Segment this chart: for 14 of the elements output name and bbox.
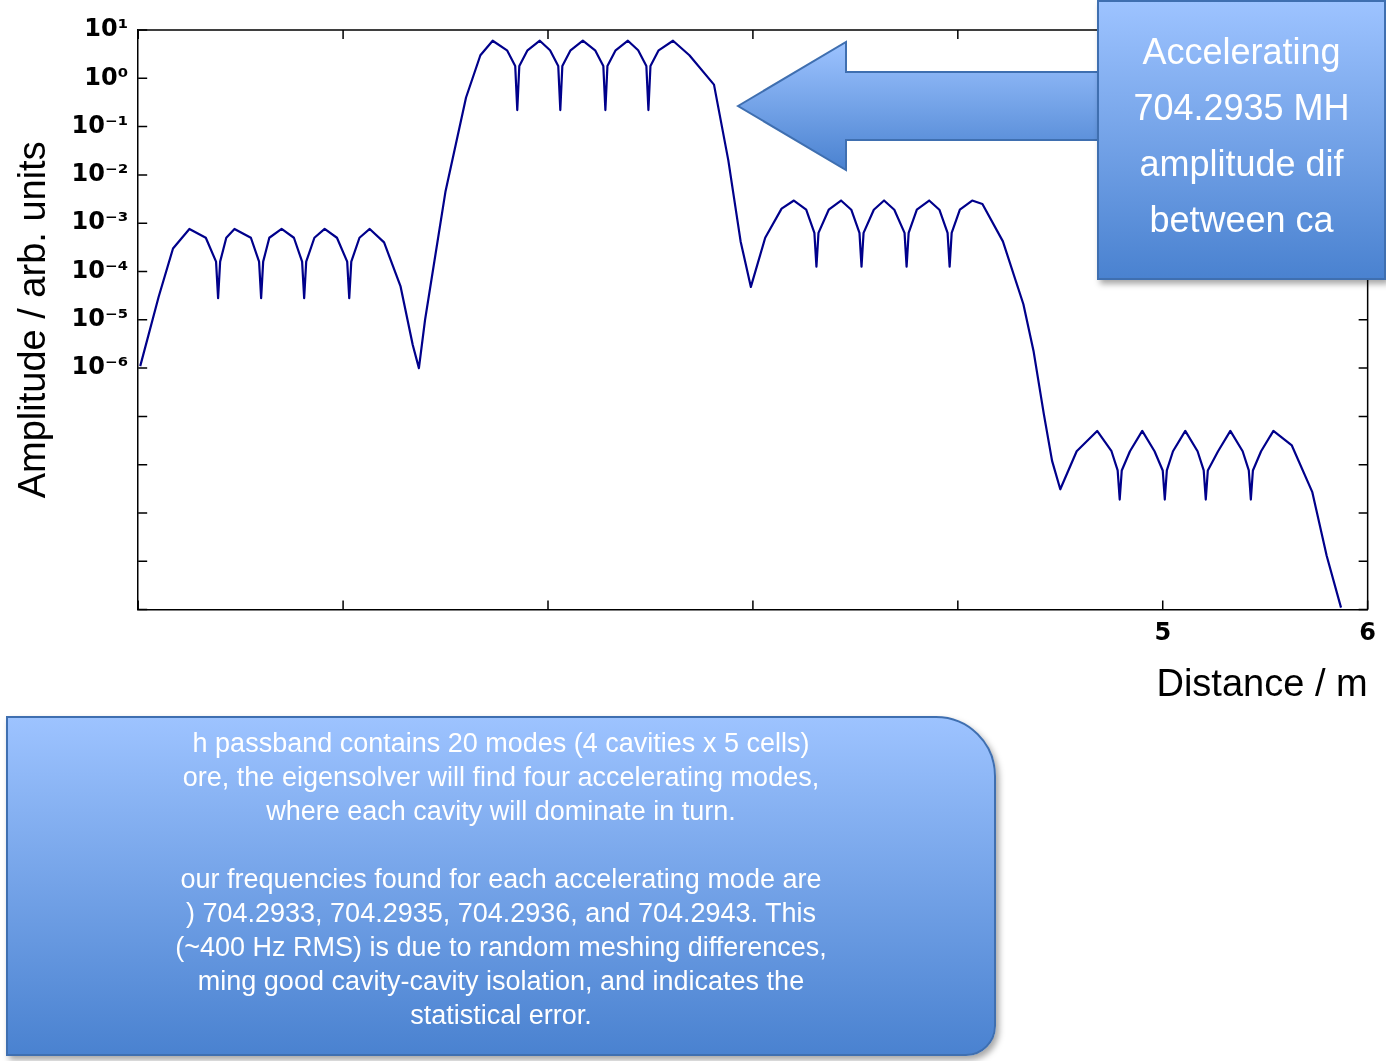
text: h passband contains 20 modes (4 cavities x 5 cells) ore, the eigensolver will find four accelerating modes, where each cavity will dominate in turn. our frequencies found for each accelerating mode are ) 704.2933, 704.2935, 704.2936, and 704.2943. This (~400 Hz RMS) is due to random meshing differences, ming good cavity-cavity isolation, and indicates the statistical error. xyxy=(175,728,827,1030)
y-tick-label: 10¹ xyxy=(84,14,129,43)
y-tick-label: 10⁻³ xyxy=(71,207,129,236)
y-tick-label: 10⁻⁵ xyxy=(71,304,129,333)
y-tick-label: 10⁻⁴ xyxy=(71,255,129,284)
y-tick-label: 10⁻² xyxy=(71,159,129,188)
x-tick-label: 6 xyxy=(1359,618,1376,647)
y-axis-title: Amplitude / arb. units xyxy=(11,141,54,499)
x-tick-label: 5 xyxy=(1154,618,1172,647)
y-tick-label: 10⁰ xyxy=(84,62,129,91)
y-tick-label: 10⁻⁶ xyxy=(71,352,129,381)
annotation: Accelerating 704.2935 MH amplitude dif between ca xyxy=(1097,0,1386,280)
y-tick-label: 10⁻¹ xyxy=(71,110,129,139)
x-axis-title: Distance / m xyxy=(1156,661,1368,704)
